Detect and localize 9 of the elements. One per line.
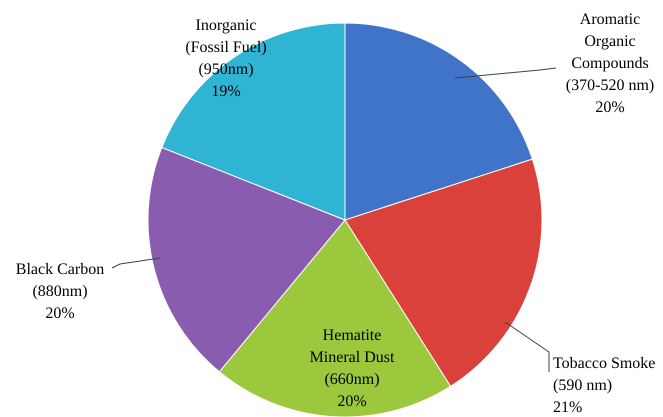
slice-label: Hematite Mineral Dust (660nm) [310, 327, 395, 388]
slice-label: Aromatic Organic Compounds (370-520 nm) [566, 11, 654, 94]
data-label: 19% [211, 83, 241, 100]
data-label: 20% [337, 393, 367, 410]
data-label: 21% [553, 399, 582, 416]
data-label: 20% [45, 305, 75, 322]
slice-label: Black Carbon (880nm) [16, 261, 104, 300]
data-label: 20% [595, 99, 625, 116]
slice-label: Tobacco Smoke (590 nm) [553, 355, 656, 394]
